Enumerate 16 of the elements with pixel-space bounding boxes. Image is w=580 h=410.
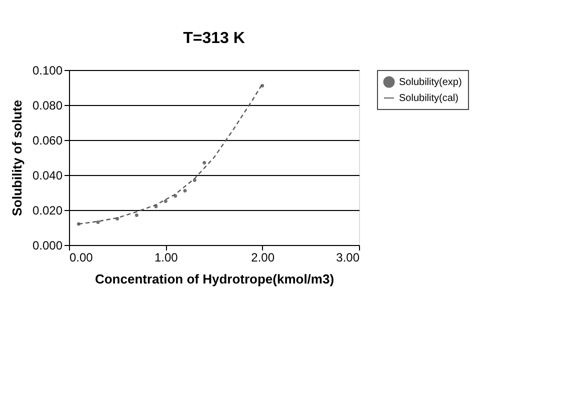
x-tick-label: 0.00: [70, 250, 94, 264]
y-tick-label: 0.000: [32, 238, 63, 252]
y-axis-title: Solubility of solute: [9, 100, 24, 216]
y-tick-label: 0.060: [32, 134, 63, 148]
chart-title: T=313 K: [183, 30, 246, 47]
x-tick-label: 2.00: [251, 250, 275, 264]
legend-label: Solubility(cal): [399, 93, 458, 104]
y-tick-label: 0.100: [32, 64, 63, 78]
y-tick-label: 0.040: [32, 168, 63, 182]
x-tick-label: 3.00: [336, 250, 360, 264]
y-tick-label: 0.080: [32, 98, 63, 112]
y-tick-label: 0.020: [32, 204, 63, 218]
line-series: [78, 83, 263, 225]
x-axis-title: Concentration of Hydrotrope(kmol/m3): [94, 272, 334, 286]
x-tick-label: 1.00: [154, 250, 178, 264]
legend-label: Solubility(exp): [399, 77, 462, 88]
